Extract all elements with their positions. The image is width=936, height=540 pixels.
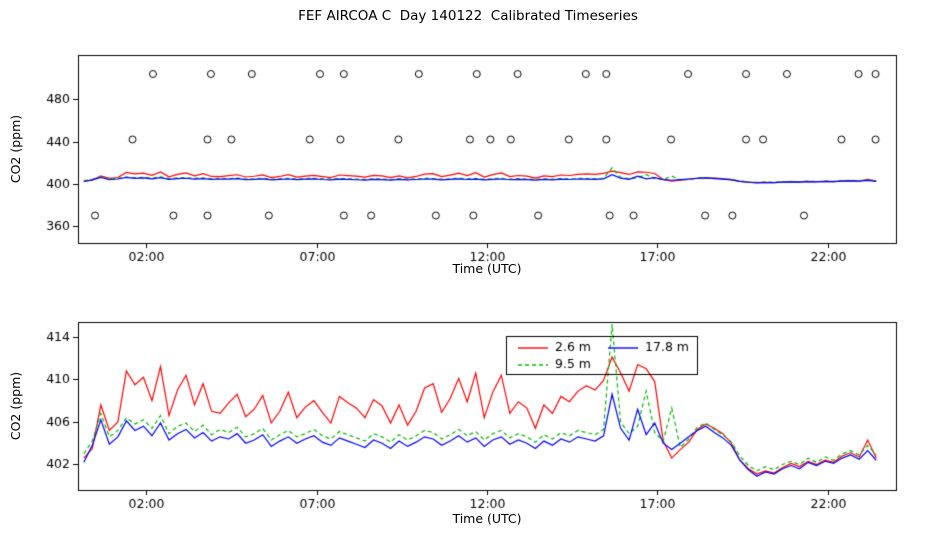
chart-title: FEF AIRCOA C Day 140122 Calibrated Times… [298, 8, 638, 24]
bottom-y-axis-label: CO2 (ppm) [8, 371, 23, 441]
top-y-axis-label: CO2 (ppm) [8, 114, 23, 184]
bottom-x-axis-label: Time (UTC) [452, 511, 522, 526]
top-x-axis-label: Time (UTC) [452, 261, 522, 276]
